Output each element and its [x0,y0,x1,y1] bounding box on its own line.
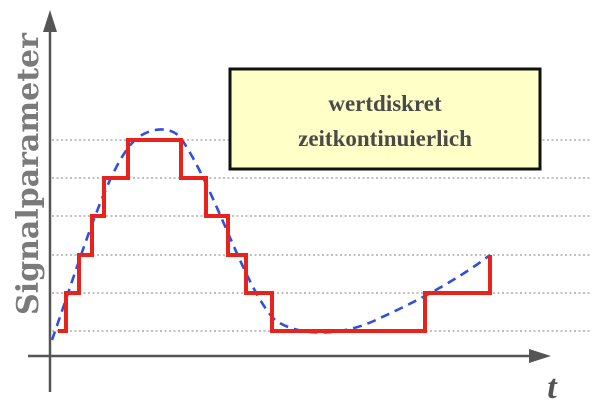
x-axis-arrowhead [529,349,551,363]
x-axis-label: t [547,369,558,406]
legend-line-1: wertdiskret [328,91,442,116]
quantized-signal-staircase [58,138,492,333]
y-axis-arrowhead [43,10,57,32]
legend-line-2: zeitkontinuierlich [298,126,472,151]
legend-box-frame [228,67,542,171]
legend-box: wertdiskret zeitkontinuierlich [228,67,542,171]
axes [28,10,551,392]
y-axis-label: Signalparameter [11,32,46,315]
